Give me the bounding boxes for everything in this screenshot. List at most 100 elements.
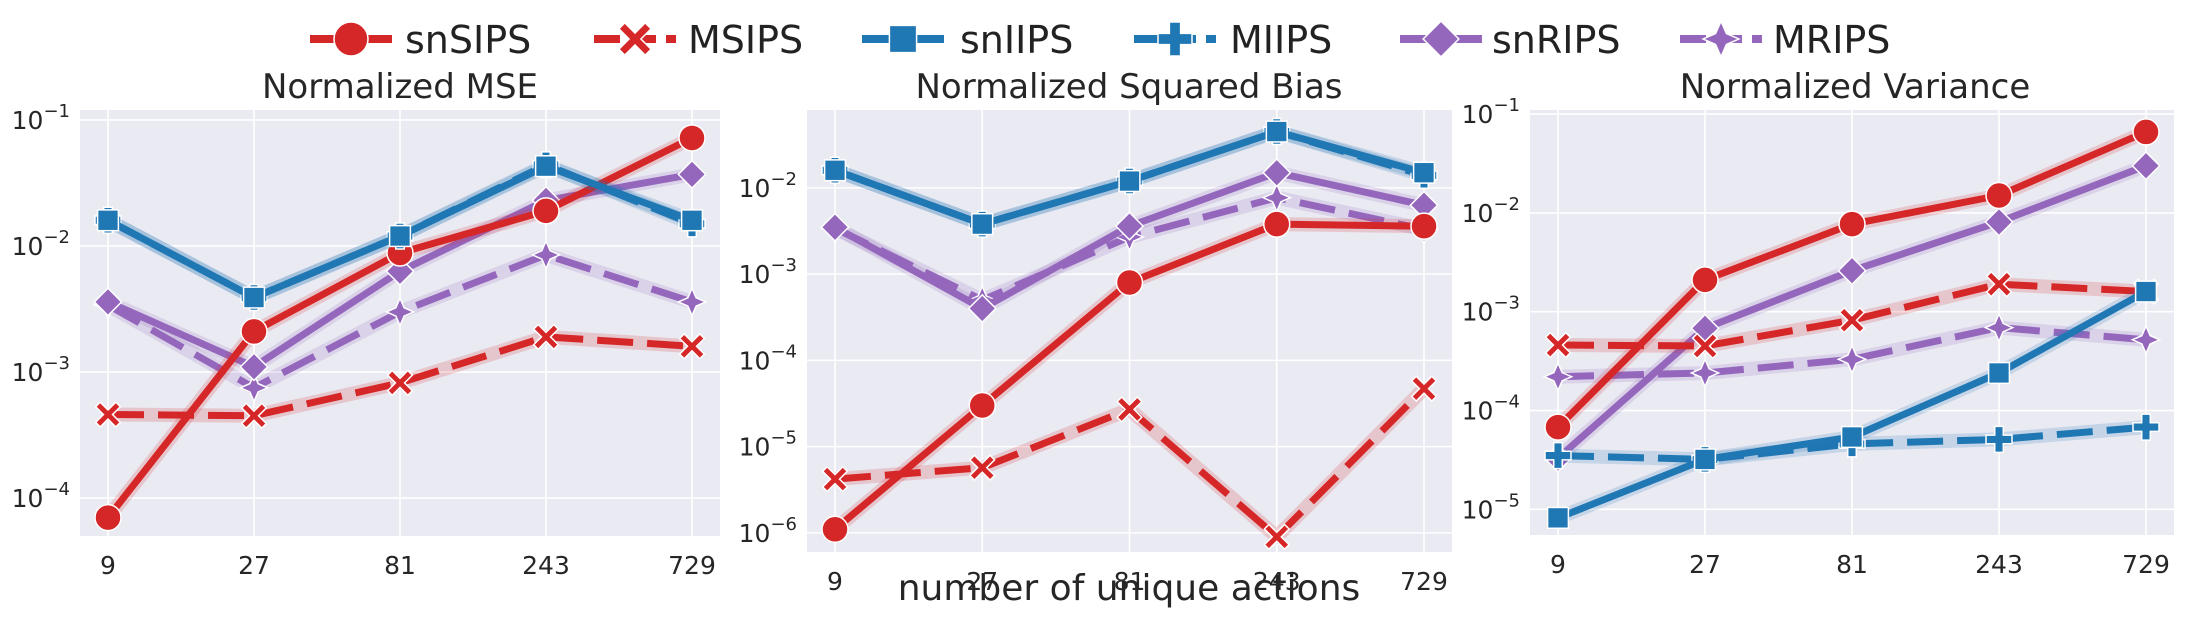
data-point-msips	[1544, 331, 1572, 359]
data-point-sniips	[1987, 361, 2011, 385]
x-tick-label: 729	[1400, 567, 1448, 596]
y-tick-label: 10−6	[739, 514, 797, 548]
x-tick-label: 27	[966, 567, 998, 596]
data-point-sniips	[680, 209, 704, 232]
data-point-snrips	[967, 293, 997, 324]
legend-swatch-snrips	[1400, 20, 1482, 58]
data-point-snsips	[94, 503, 122, 532]
data-point-snsips	[532, 197, 560, 225]
data-point-snrips	[2131, 151, 2161, 181]
data-point-snrips	[677, 159, 707, 190]
y-tick-label: 10−2	[1462, 194, 1520, 228]
data-point-sniips	[534, 155, 558, 178]
data-point-snsips	[1838, 210, 1866, 238]
data-point-snsips	[1544, 413, 1572, 441]
panel-title: Normalized Variance	[1680, 67, 2031, 107]
legend-swatch-miips	[1134, 21, 1216, 57]
data-point-msips	[386, 369, 414, 397]
series-snrips	[93, 159, 707, 382]
legend-marker-snsips	[333, 21, 369, 57]
panel-normalized-variance: 9 27 81 243 729 10−5 10−4 10−3 10−2 10−1 Normalize…	[1462, 67, 2174, 579]
legend-marker-miips	[1157, 21, 1193, 57]
data-point-miips	[1985, 425, 2013, 454]
data-point-snrips	[1262, 157, 1292, 188]
data-point-sniips	[1412, 161, 1436, 184]
y-tick-label: 10−2	[12, 227, 70, 261]
legend-label-mrips: MRIPS	[1773, 18, 1891, 62]
shared-x-axis-label: number of unique actions	[898, 568, 1361, 609]
data-point-sniips	[823, 159, 847, 182]
data-point-snsips	[1691, 266, 1719, 294]
legend-label-snrips: snRIPS	[1492, 18, 1621, 62]
x-tick-label: 81	[384, 551, 416, 580]
x-tick-label: 27	[238, 551, 270, 580]
data-point-mrips	[1836, 343, 1868, 375]
y-tick-label: 10−2	[739, 169, 797, 203]
panel-normalized-mse: 9 27 81 243 729 10−4 10−3 10−2 10−1 Normalized MS…	[12, 67, 720, 580]
y-tick-label: 10−3	[1462, 293, 1520, 327]
legend-marker-mrips	[1701, 19, 1741, 59]
x-tick-label: 81	[1114, 567, 1146, 596]
y-tick-label: 10−5	[1462, 490, 1520, 524]
data-point-snrips	[93, 287, 123, 317]
data-point-msips	[678, 332, 706, 360]
x-tick-label: 729	[668, 551, 716, 580]
x-tick-label: 243	[1253, 567, 1301, 596]
data-point-sniips	[2134, 280, 2158, 303]
data-point-mrips	[384, 296, 416, 328]
legend-marker-snrips	[1422, 20, 1460, 58]
y-tick-label: 10−5	[739, 428, 797, 462]
legend-label-miips: MIIPS	[1230, 18, 1333, 62]
data-point-sniips	[388, 224, 412, 248]
data-point-snsips	[2132, 118, 2160, 146]
data-point-sniips	[242, 286, 266, 309]
data-point-msips	[1838, 306, 1866, 334]
y-tick-label: 10−1	[12, 101, 70, 135]
y-tick-label: 10−3	[739, 255, 797, 289]
legend-label-snsips: snSIPS	[405, 18, 532, 62]
data-point-sniips	[1265, 120, 1288, 143]
series-sniips	[1546, 280, 2158, 530]
legend-swatch-msips	[594, 21, 676, 57]
legend-marker-sniips	[888, 24, 918, 54]
data-point-sniips	[1118, 169, 1141, 193]
data-point-sniips	[96, 209, 120, 232]
data-point-sniips	[1840, 425, 1864, 449]
data-point-snrips	[820, 212, 850, 242]
data-point-mrips	[1689, 357, 1721, 389]
data-point-sniips	[1546, 506, 1570, 530]
series-sniips	[96, 155, 704, 309]
panel-normalized-squared-bias: 9 27 81 243 729 10−6 10−5 10−4 10−3 10−2 Normalize…	[739, 67, 1452, 596]
data-point-snrips	[239, 352, 269, 382]
series-snsips	[1544, 118, 2160, 441]
data-point-mrips	[2130, 324, 2162, 356]
data-point-snsips	[240, 317, 268, 346]
data-point-sniips	[1693, 448, 1717, 471]
x-tick-label: 9	[100, 551, 116, 580]
data-point-msips	[1263, 523, 1291, 551]
panel-title: Normalized MSE	[262, 67, 538, 107]
data-point-snsips	[968, 391, 996, 420]
legend-label-sniips: snIIPS	[960, 18, 1074, 62]
series-snrips	[820, 157, 1439, 324]
data-point-snrips	[1114, 211, 1145, 241]
legend-swatch-snsips	[310, 21, 392, 57]
data-point-mrips	[1542, 361, 1574, 393]
data-point-msips	[1410, 375, 1438, 403]
x-tick-label: 243	[1975, 550, 2023, 579]
data-point-msips	[968, 454, 996, 482]
data-point-sniips	[971, 212, 994, 236]
legend: snSIPS MSIPS snIIPS MIIPS snRIPS MRIPS	[0, 8, 2188, 72]
data-point-msips	[821, 465, 849, 493]
data-point-snrips	[1984, 207, 2014, 237]
data-point-snsips	[678, 124, 706, 152]
y-tick-label: 10−4	[12, 479, 70, 513]
x-tick-label: 729	[2122, 550, 2170, 579]
x-tick-label: 243	[522, 551, 570, 580]
legend-swatch-mrips	[1680, 19, 1762, 59]
legend-label-msips: MSIPS	[688, 18, 804, 62]
data-point-msips	[1116, 396, 1143, 423]
panel-title: Normalized Squared Bias	[915, 67, 1342, 107]
